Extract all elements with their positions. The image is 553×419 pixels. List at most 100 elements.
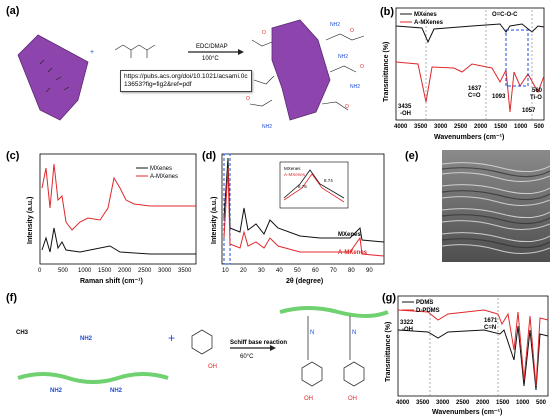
mxene-sheet-left (17, 34, 89, 121)
svg-text:3000: 3000 (436, 400, 450, 406)
svg-text:NH2: NH2 (80, 336, 93, 342)
svg-text:N: N (352, 330, 356, 336)
svg-text:4000: 4000 (394, 124, 408, 130)
panel-g-ftir-chart: PDMS D-PDMS 3322 -OH 1671 C=N 4000 3500 3… (385, 295, 549, 416)
polymer-chain-left (17, 372, 169, 384)
svg-text:4000: 4000 (396, 400, 410, 406)
svg-text:3500: 3500 (416, 400, 430, 406)
svg-text:OH: OH (304, 396, 313, 402)
reagent-label: EDC/DMAP (196, 44, 228, 50)
mxene-sheet-right (271, 19, 331, 121)
sem-image (442, 150, 550, 262)
panel-c-raman-chart: MXenes A-MXenes 0 500 1000 1500 2000 2500 3… (27, 153, 197, 285)
svg-text:NH2: NH2 (50, 388, 63, 394)
svg-text:500: 500 (534, 124, 545, 130)
panel-d-xlabel: 2θ (degree) (286, 278, 323, 285)
panel-e-label: (e) (405, 150, 419, 162)
svg-text:2000: 2000 (476, 400, 490, 406)
svg-text:O: O (262, 30, 266, 36)
reaction-temp: 60°C (240, 354, 254, 360)
svg-text:1000: 1000 (78, 268, 92, 274)
legend-mxenes: MXenes (150, 166, 172, 172)
legend-dpdms: D-PDMS (416, 308, 440, 314)
legend-pdms: PDMS (416, 300, 433, 306)
svg-text:OH: OH (348, 396, 357, 402)
panel-b-ftir-chart: MXenes A-MXenes O=C-O-C 3435 -OH 1637 C=… (383, 7, 545, 141)
pdms-series (397, 325, 549, 391)
label-mxenes: MXenes (338, 232, 361, 238)
temp-label: 100°C (202, 56, 219, 62)
panel-c-label: (c) (6, 150, 20, 162)
panel-a-label: (a) (6, 5, 20, 17)
svg-text:1000: 1000 (516, 400, 530, 406)
svg-text:O: O (360, 64, 364, 70)
svg-text:70: 70 (330, 268, 337, 274)
highlight-box (505, 29, 529, 87)
panel-b-frame (395, 7, 545, 121)
svg-text:60: 60 (312, 268, 319, 274)
svg-text:500: 500 (58, 268, 69, 274)
svg-text:NH2: NH2 (338, 54, 348, 60)
panel-g-label: (g) (382, 292, 397, 304)
amino-acid-molecule (114, 44, 156, 58)
svg-text:OH: OH (208, 364, 217, 370)
annotation-tio: Ti-O (530, 95, 542, 101)
svg-text:N: N (310, 330, 314, 336)
annotation-cn: C=N (484, 325, 496, 331)
panel-d-ylabel: Intensity (a.u.) (211, 197, 218, 244)
aldehyde-ring (191, 329, 213, 355)
svg-text:90: 90 (366, 268, 373, 274)
label-amxenes: A-MXenes (338, 250, 368, 256)
svg-text:2500: 2500 (454, 124, 468, 130)
svg-text:30: 30 (258, 268, 265, 274)
reaction-label: Schiff base reaction (230, 340, 287, 346)
panel-d-label: (d) (202, 150, 217, 162)
annotation-3435: 3435 (398, 104, 412, 110)
annotation-3322: 3322 (400, 320, 414, 326)
dpdms-series (397, 309, 549, 387)
svg-text:O: O (246, 96, 250, 102)
amxenes-series (223, 167, 385, 257)
svg-text:2500: 2500 (138, 268, 152, 274)
svg-text:0: 0 (38, 268, 42, 274)
panel-f-label: (f) (6, 292, 17, 304)
svg-text:1500: 1500 (98, 268, 112, 274)
legend-amxenes: A-MXenes (414, 20, 444, 26)
svg-text:2500: 2500 (456, 400, 470, 406)
annotation-oh: -OH (400, 111, 411, 117)
plus-sign: + (90, 49, 94, 56)
panel-c-xlabel: Raman shift (cm⁻¹) (80, 278, 143, 285)
inset-frame (279, 161, 349, 209)
annotation-ester: O=C-O-C (492, 12, 518, 18)
url-tooltip[interactable]: https://pubs.acs.org/doi/10.1021/acsami.… (120, 70, 252, 92)
svg-text:O: O (350, 28, 354, 34)
panel-f-scheme: CH3 NH2 NH2 NH2 + OH Schiff base reactio… (16, 306, 389, 402)
annotation-co: C=O (468, 93, 481, 99)
svg-text:8.76: 8.76 (298, 184, 307, 189)
legend-mxenes: MXenes (414, 12, 437, 18)
svg-text:500: 500 (536, 400, 547, 406)
svg-text:3000: 3000 (158, 268, 172, 274)
annotation-oh: -OH (402, 327, 413, 333)
svg-text:CH3: CH3 (16, 330, 29, 336)
annotation-1057: 1057 (522, 108, 536, 114)
mxenes-series (41, 227, 196, 255)
svg-text:3500: 3500 (414, 124, 428, 130)
panel-d-xrd-chart: MXenes A-MXenes MXenes A-MXenes 8.76 8.7… (211, 153, 385, 285)
svg-text:20: 20 (240, 268, 247, 274)
mxenes-series (395, 23, 545, 44)
panel-c-ylabel: Intensity (a.u.) (27, 197, 34, 244)
svg-text:NH2: NH2 (350, 84, 360, 90)
svg-text:NH2: NH2 (262, 124, 272, 130)
svg-text:O: O (345, 104, 349, 110)
plus-sign: + (168, 331, 175, 345)
polymer-chain-right (279, 306, 389, 318)
svg-text:1500: 1500 (494, 124, 508, 130)
annotation-560: 560 (532, 88, 543, 94)
svg-text:NH2: NH2 (110, 388, 123, 394)
svg-text:2000: 2000 (118, 268, 132, 274)
amxenes-series (395, 61, 545, 113)
annotation-1093: 1093 (492, 94, 506, 100)
svg-text:3500: 3500 (178, 268, 192, 274)
